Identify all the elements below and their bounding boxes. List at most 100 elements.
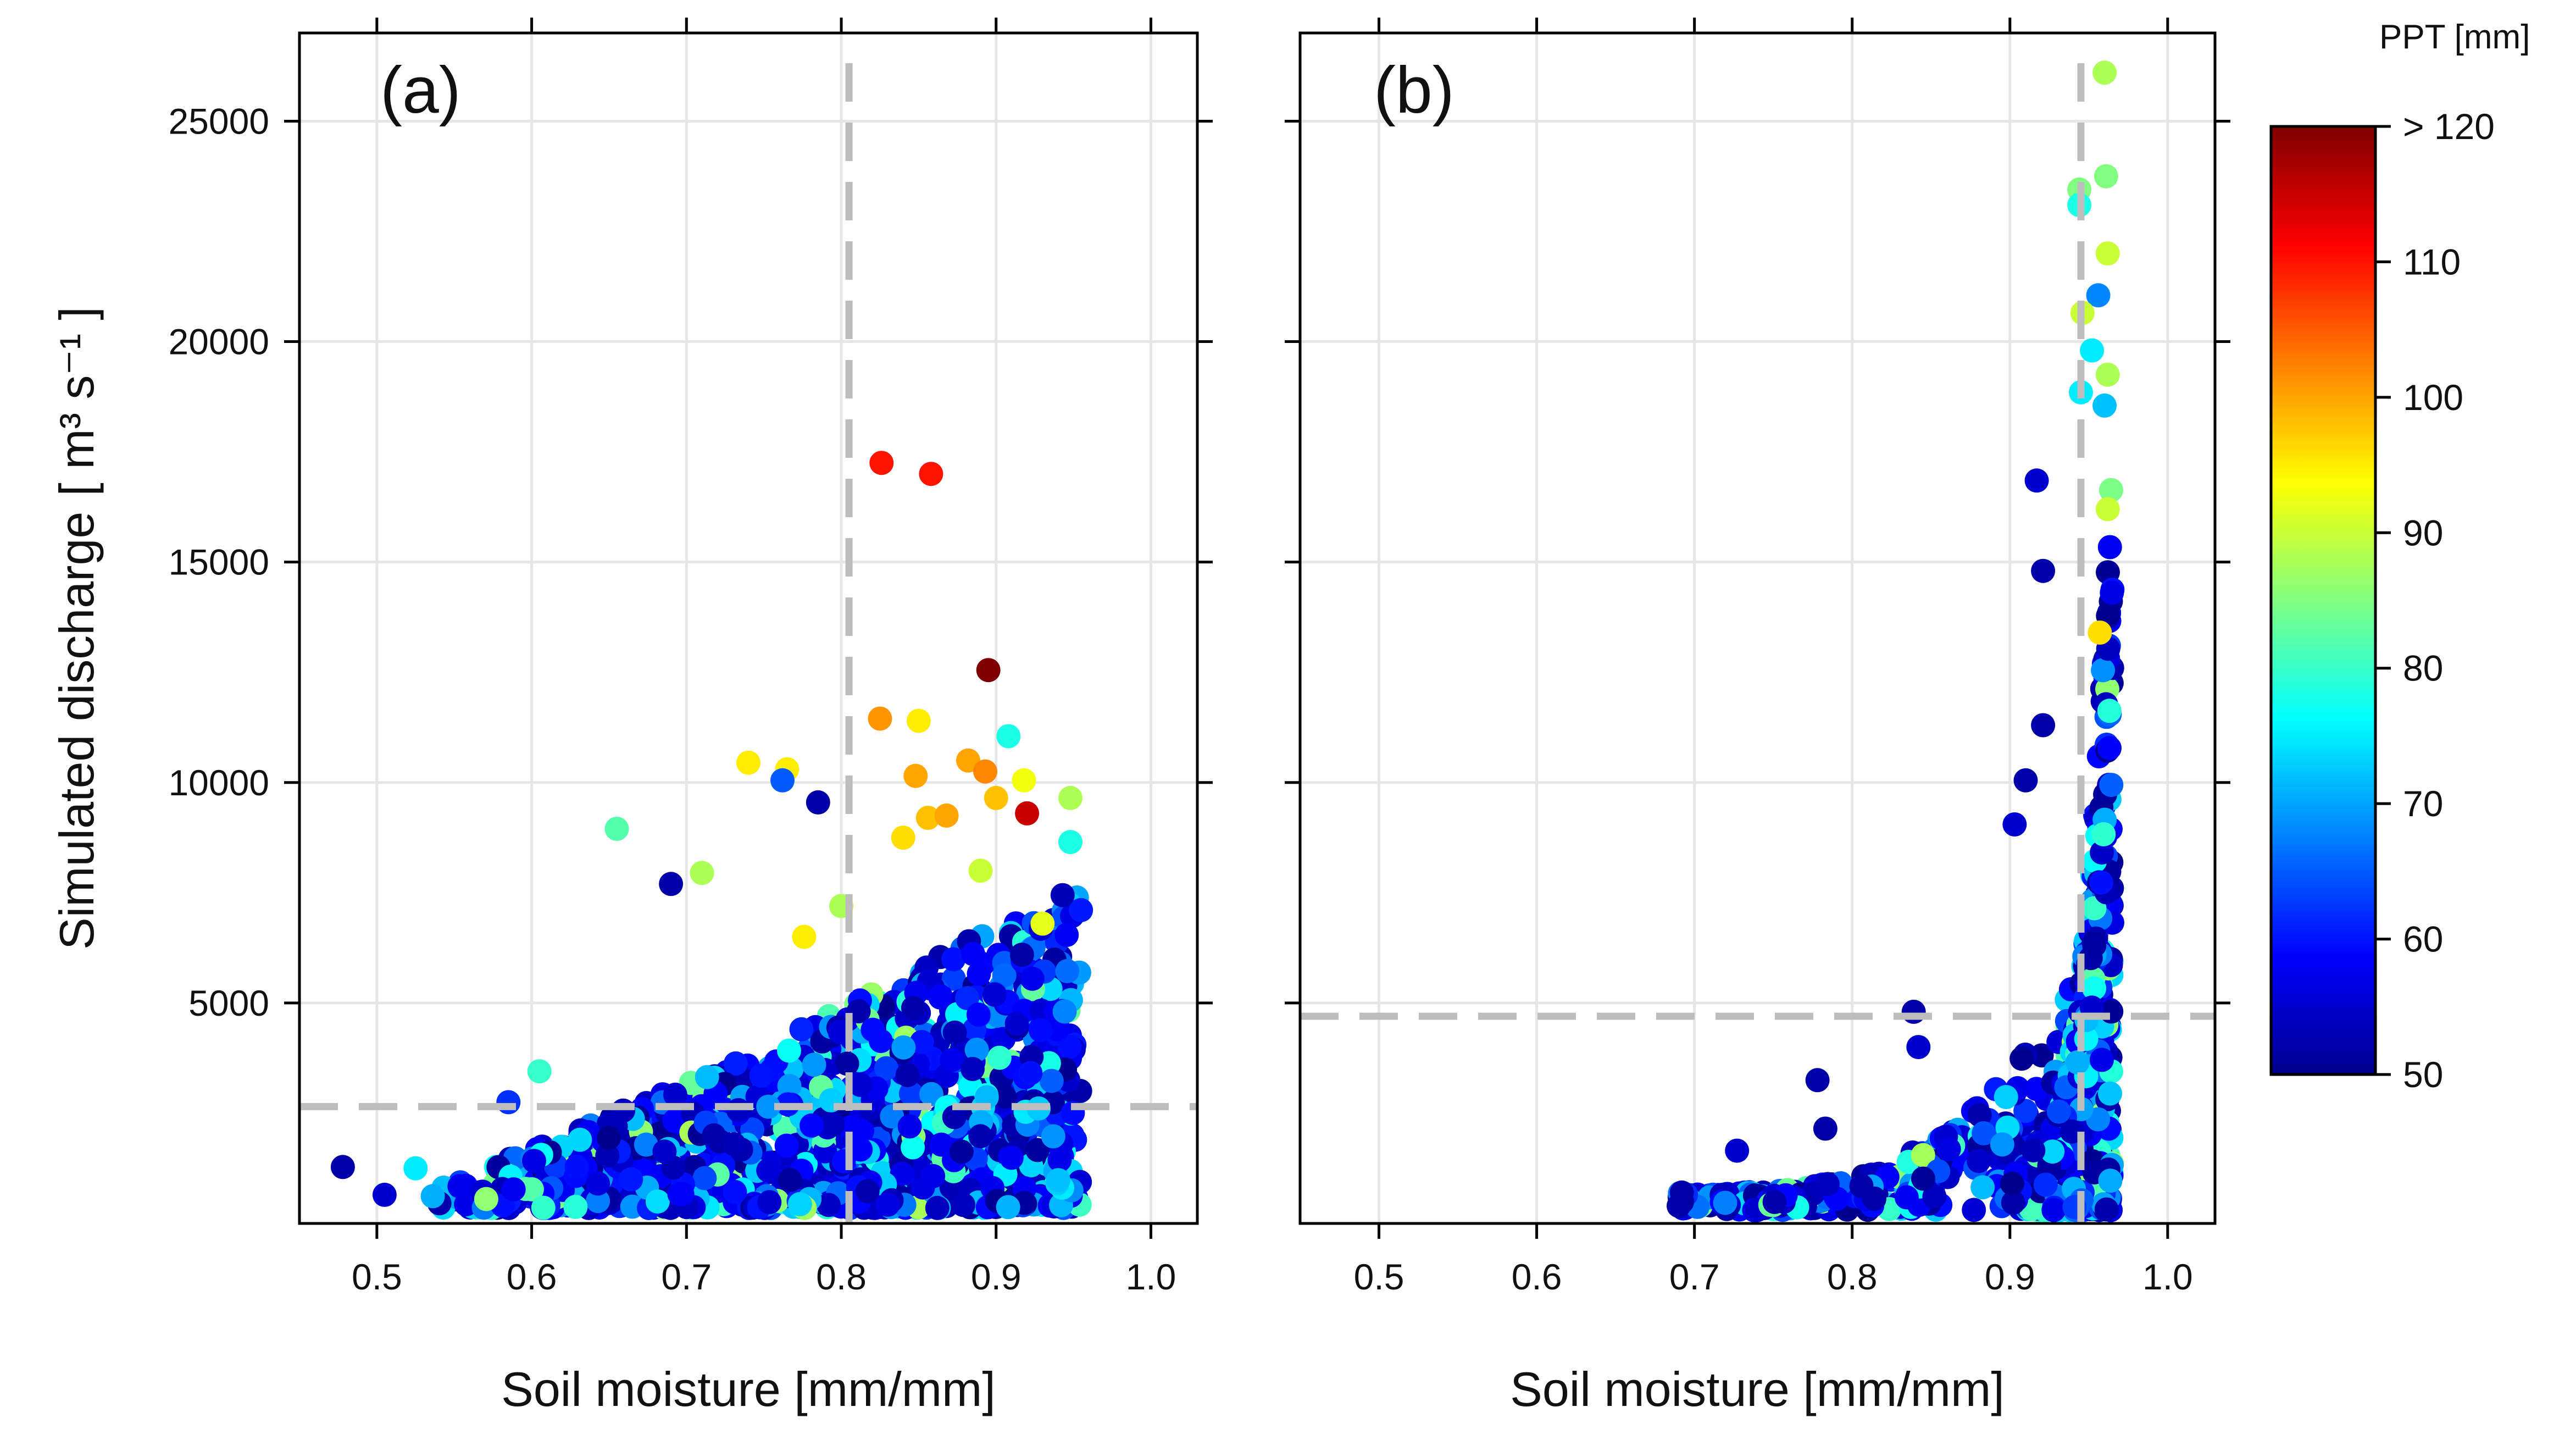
data-point-highlight-19 (604, 817, 629, 841)
colorbar-title: PPT [mm] (2379, 18, 2530, 56)
x-tick-label: 0.8 (1827, 1256, 1878, 1297)
data-point-highlight-8 (2095, 362, 2120, 387)
data-point (619, 1167, 643, 1192)
data-point (756, 1094, 781, 1119)
data-point (909, 1029, 934, 1054)
data-point (999, 1145, 1024, 1170)
data-point-highlight-15 (934, 803, 959, 828)
data-point-highlight-19 (1906, 1035, 1931, 1060)
data-point-highlight-6 (736, 750, 760, 775)
data-point-highlight-7 (2080, 338, 2105, 363)
data-point (2097, 736, 2122, 761)
data-point (721, 1132, 746, 1156)
data-point (1004, 1011, 1029, 1036)
data-point (942, 1020, 967, 1045)
data-point (1047, 1148, 1072, 1172)
data-point (756, 1158, 781, 1183)
data-point-highlight-16 (2013, 768, 2038, 793)
data-point-highlight-32 (968, 858, 993, 883)
data-point (1050, 883, 1075, 907)
data-point (928, 984, 952, 1009)
data-point (961, 941, 985, 966)
x-tick-label: 0.5 (1354, 1256, 1404, 1297)
data-point-highlight-14 (2088, 621, 2112, 645)
y-tick-label: 25000 (168, 101, 269, 141)
data-point-highlight-15 (2031, 713, 2056, 738)
data-point (855, 1179, 880, 1204)
data-point (987, 1045, 1012, 1070)
x-tick-label: 0.9 (971, 1256, 1021, 1297)
panel-a-bulk-points (420, 883, 1093, 1220)
data-point (420, 1184, 445, 1209)
panel-a: 0.5 0.6 0.7 0.8 0.9 1.0 5000 10000 15000 20000 250… (49, 18, 1213, 1416)
data-point (2065, 1050, 2090, 1074)
data-point (1020, 966, 1045, 991)
data-point (897, 1114, 922, 1139)
data-point-highlight-21 (659, 872, 684, 896)
data-point (968, 1124, 993, 1149)
data-point (1816, 1172, 1840, 1197)
panel-a-gridlines (299, 33, 1197, 1223)
data-point (1936, 1137, 1961, 1161)
data-point (2099, 478, 2123, 502)
data-point (925, 1195, 950, 1220)
data-point-highlight-10 (2092, 393, 2117, 418)
data-point (1994, 1085, 2018, 1109)
data-point (802, 1053, 826, 1077)
data-point (1025, 1138, 1050, 1162)
data-point (522, 1149, 546, 1173)
data-point (1967, 1149, 1991, 1173)
panel-a-label: (a) (380, 53, 461, 127)
data-point-highlight-9 (973, 759, 997, 784)
data-point-highlight-22 (1725, 1138, 1750, 1163)
data-point (817, 1193, 841, 1217)
data-point (2097, 535, 2122, 560)
data-point (777, 1073, 802, 1098)
data-point (586, 1171, 610, 1196)
data-point-highlight-1 (919, 462, 943, 486)
x-tick-label: 0.6 (1512, 1256, 1562, 1297)
data-point-highlight-12 (984, 785, 1008, 810)
colorbar-tick-label: 90 (2403, 512, 2443, 553)
data-point (874, 1056, 898, 1081)
data-point (891, 1035, 916, 1060)
data-point-highlight-5 (2086, 283, 2111, 308)
data-point (695, 1065, 719, 1089)
data-point-highlight-2 (976, 658, 1001, 683)
data-point-highlight-21 (1813, 1116, 1837, 1141)
data-point (1713, 1190, 1737, 1215)
data-point (820, 1112, 845, 1137)
data-point (1862, 1186, 1887, 1211)
panel-a-highlight-points (330, 451, 1082, 1207)
data-point (835, 1051, 859, 1076)
data-point (2041, 1198, 2066, 1222)
colorbar-ticks: 50 60 70 80 90 100 110 > 120 (2375, 106, 2495, 1095)
data-point (940, 1048, 964, 1072)
data-point (447, 1174, 472, 1199)
data-point (1028, 1018, 1053, 1043)
data-point (996, 1195, 1020, 1220)
panel-b-label: (b) (1374, 53, 1454, 127)
data-point (2013, 1099, 2038, 1123)
data-point-highlight-12 (2031, 558, 2056, 583)
data-point (702, 1123, 726, 1148)
data-point (1039, 1068, 1064, 1093)
data-point (2000, 1171, 2024, 1196)
data-point-highlight-27 (403, 1156, 428, 1181)
data-point (749, 1064, 774, 1088)
data-point (597, 1126, 621, 1150)
data-point-highlight-11 (2024, 468, 2049, 493)
data-point (921, 1164, 946, 1188)
data-point (564, 1155, 589, 1179)
data-point (961, 1057, 985, 1081)
data-point (1911, 1166, 1935, 1191)
data-point (1894, 1185, 1919, 1210)
data-point-highlight-17 (806, 790, 830, 815)
x-tick-label: 0.9 (1985, 1256, 2035, 1297)
data-point (663, 1082, 687, 1107)
data-point-highlight-18 (1901, 999, 1926, 1024)
data-point (774, 1133, 799, 1158)
data-point (692, 1166, 717, 1190)
x-tick-label: 0.8 (816, 1256, 867, 1297)
